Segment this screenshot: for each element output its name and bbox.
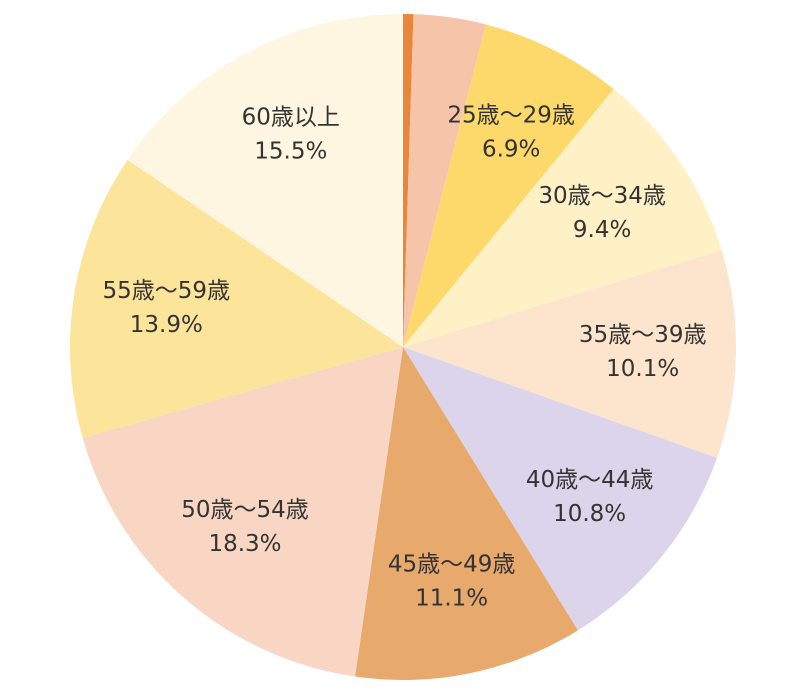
pie-slice (403, 250, 737, 458)
pie-slice (403, 14, 486, 348)
slice-label: 50歳〜54歳 (181, 497, 309, 523)
pie-slice (403, 347, 718, 631)
slice-label: 60歳以上 (242, 105, 340, 131)
slice-value-label: 15.5% (254, 139, 327, 165)
slice-label: 30歳〜34歳 (538, 183, 666, 209)
slice-label: 25歳〜29歳 (447, 103, 575, 129)
slice-label: 45歳〜49歳 (388, 551, 516, 577)
slice-label: 55歳〜59歳 (103, 278, 231, 304)
slice-value-label: 18.3% (208, 531, 281, 557)
pie-slice (355, 347, 578, 680)
pie-slice (403, 24, 614, 348)
pie-slice (403, 89, 722, 347)
slice-value-label: 13.9% (130, 312, 203, 338)
pie-slice (82, 347, 404, 677)
slice-value-label: 10.1% (606, 356, 679, 382)
slice-value-label: 10.8% (553, 501, 626, 527)
pie-slice (127, 14, 404, 347)
slice-label: 40歳〜44歳 (526, 467, 654, 493)
pie-slice (403, 14, 414, 347)
slice-value-label: 6.9% (482, 137, 540, 163)
pie-slice (70, 159, 403, 438)
slice-label: 35歳〜39歳 (579, 322, 707, 348)
slice-value-label: 9.4% (573, 217, 631, 243)
slice-value-label: 11.1% (415, 585, 488, 611)
